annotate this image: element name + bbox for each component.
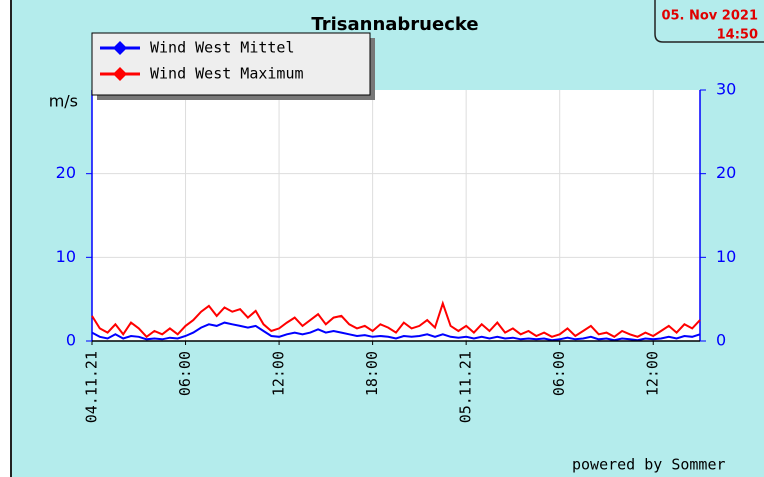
x-tick-label: 06:00 (550, 351, 568, 396)
y-tick-label: 10 (56, 247, 76, 266)
x-tick-label: 12:00 (644, 351, 662, 396)
footer: powered by Sommer (572, 456, 726, 474)
x-tick-label: 18:00 (363, 351, 381, 396)
legend-box (91, 32, 371, 96)
x-tick-label: 06:00 (176, 351, 194, 396)
timestamp-time: 14:50 (717, 28, 758, 43)
plot-area (92, 90, 700, 341)
y2-tick-label: 20 (716, 163, 736, 182)
legend-label: Wind West Maximum (150, 65, 304, 83)
x-tick-label: 12:00 (270, 351, 288, 396)
x-tick-label: 04.11.21 (83, 351, 101, 423)
legend-marker (113, 41, 127, 55)
timestamp-date: 05. Nov 2021 (661, 9, 758, 24)
y2-tick-label: 10 (716, 247, 736, 266)
series-line (91, 321, 701, 342)
y2-tick-label: 0 (716, 331, 726, 350)
timestamp-box (654, 0, 764, 43)
legend-label: Wind West Mittel (150, 39, 295, 57)
series-line (91, 300, 701, 339)
window-edge (0, 0, 10, 477)
legend-marker (113, 67, 127, 81)
y-tick-label: 0 (66, 331, 76, 350)
y-tick-label: 20 (56, 163, 76, 182)
y2-tick-label: 30 (716, 80, 736, 99)
x-tick-label: 05.11.21 (457, 351, 475, 423)
y-axis-unit: m/s (49, 92, 78, 111)
chart-title: Trisannabruecke (311, 14, 478, 35)
